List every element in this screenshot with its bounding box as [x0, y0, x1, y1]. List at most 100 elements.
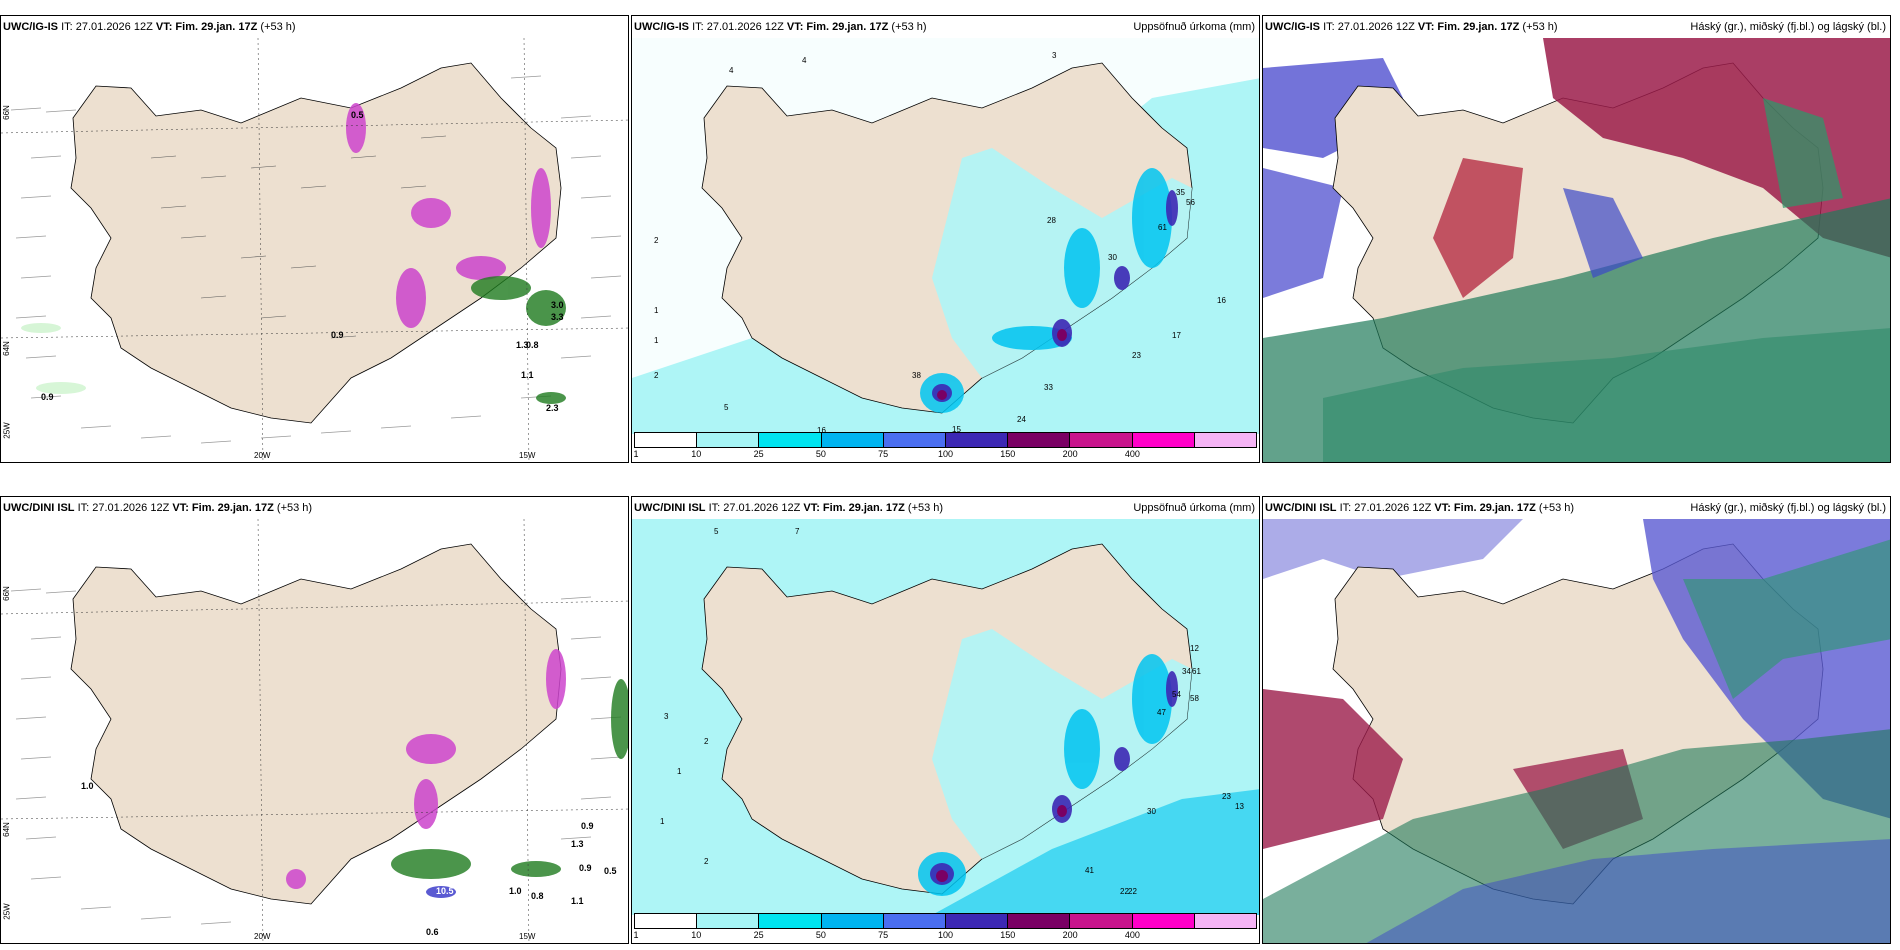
- iceland-landmass: [70, 62, 562, 424]
- iceland-landmass: [70, 543, 562, 905]
- lead-time: (+53 h): [891, 21, 927, 33]
- lon-label: 15W: [519, 451, 536, 460]
- colorbar-swatch: [759, 914, 822, 928]
- init-time: IT: 27.01.2026 12Z: [77, 502, 170, 514]
- precip-label: 38: [912, 371, 921, 380]
- lat-label: 64N: [1, 822, 11, 837]
- panel-wind-row1: UWC/IG-IS IT: 27.01.2026 12Z VT: Fim. 29…: [0, 15, 629, 463]
- precip-label: 16: [1217, 296, 1226, 305]
- colorbar-tick: 50: [815, 930, 826, 940]
- valid-time: VT: Fim. 29.jan. 17Z: [1434, 502, 1536, 514]
- colorbar-swatch: [946, 914, 1009, 928]
- lat-label: 66N: [1, 586, 11, 601]
- valid-time: VT: Fim. 29.jan. 17Z: [786, 21, 889, 33]
- wind-label: 10.5: [436, 886, 454, 896]
- precip-title: Uppsöfnuð úrkoma (mm): [1133, 502, 1255, 514]
- precip-label: 2: [704, 737, 709, 746]
- wind-label: 0.8: [531, 891, 544, 901]
- precip-label: 35: [1176, 188, 1185, 197]
- wind-label: 1.1: [521, 370, 534, 380]
- colorbar-tick: 1: [633, 449, 639, 459]
- colorbar-swatch: [697, 433, 760, 447]
- precip-label: 15: [952, 425, 961, 434]
- wind-label: 1.3: [516, 340, 529, 350]
- precip-label: 4: [729, 66, 734, 75]
- wind-label: 0.5: [351, 110, 364, 120]
- panel-cloud-row2: UWC/DINI ISL IT: 27.01.2026 12Z VT: Fim.…: [1262, 496, 1891, 944]
- colorbar-swatch: [1194, 914, 1257, 928]
- precip-colorbar: 1 10 25 50 75 100 150 200 400: [633, 432, 1257, 460]
- lon-label: 20W: [254, 932, 271, 941]
- wind-label: 0.9: [41, 392, 54, 402]
- colorbar-tick: 10: [691, 930, 702, 940]
- precip-label: 58: [1190, 694, 1199, 703]
- precip-label: 23: [1132, 351, 1141, 360]
- precip-label: 1: [677, 767, 682, 776]
- cloud-title: Háský (gr.), miðský (fj.bl.) og lágský (…: [1690, 21, 1886, 33]
- model-name: UWC/DINI ISL: [3, 502, 75, 514]
- wind-label: 0.6: [426, 927, 439, 937]
- wind-label: 1.3: [571, 839, 584, 849]
- colorbar-tick: 75: [878, 930, 889, 940]
- precip-label: 30: [1108, 253, 1117, 262]
- model-name: UWC/DINI ISL: [634, 502, 706, 514]
- wind-label: 0.5: [604, 866, 617, 876]
- panel-header: UWC/IG-IS IT: 27.01.2026 12Z VT: Fim. 29…: [1263, 16, 1890, 38]
- wind-label: 3.3: [551, 312, 564, 322]
- colorbar-swatch: [1132, 433, 1195, 447]
- precip-title: Uppsöfnuð úrkoma (mm): [1133, 21, 1255, 33]
- precip-label: 33: [1044, 383, 1053, 392]
- colorbar-swatch: [1070, 914, 1133, 928]
- precip-label: 22: [1120, 887, 1129, 896]
- colorbar-swatch: [1070, 433, 1133, 447]
- precip-label: 28: [1047, 216, 1056, 225]
- colorbar-tick: 100: [937, 449, 954, 459]
- init-time: IT: 27.01.2026 12Z: [692, 21, 784, 33]
- colorbar-tick: 200: [1062, 449, 1078, 459]
- precip-label: 3: [664, 712, 669, 721]
- wind-label: 1.1: [571, 896, 584, 906]
- panel-header: UWC/IG-IS IT: 27.01.2026 12Z VT: Fim. 29…: [632, 16, 1259, 38]
- precip-label: 1: [654, 306, 659, 315]
- init-time: IT: 27.01.2026 12Z: [61, 21, 153, 33]
- colorbar-swatches: [634, 432, 1257, 448]
- model-name: UWC/IG-IS: [1265, 21, 1320, 33]
- panel-header: UWC/DINI ISL IT: 27.01.2026 12Z VT: Fim.…: [1, 497, 628, 519]
- colorbar-swatch: [1008, 914, 1071, 928]
- colorbar-swatch: [697, 914, 760, 928]
- precip-label: 61: [1158, 223, 1167, 232]
- colorbar-swatch: [635, 914, 698, 928]
- wind-label: 0.9: [579, 863, 592, 873]
- colorbar-swatch: [635, 433, 698, 447]
- lon-label: 20W: [254, 451, 271, 460]
- precip-label: 1: [660, 817, 665, 826]
- precip-label: 16: [817, 426, 826, 434]
- colorbar-swatch: [883, 914, 947, 928]
- precip-map: 4 4 3 2 1 1 2 16 5 15 18 38 28 33 24 23 …: [632, 38, 1259, 434]
- precip-label: 7: [795, 527, 800, 536]
- init-time: IT: 27.01.2026 12Z: [1339, 502, 1432, 514]
- colorbar-tick: 50: [815, 449, 826, 459]
- precip-label: 4: [802, 56, 807, 65]
- valid-time: VT: Fim. 29.jan. 17Z: [155, 21, 258, 33]
- panel-wind-row2: UWC/DINI ISL IT: 27.01.2026 12Z VT: Fim.…: [0, 496, 629, 944]
- wind-label: 2.3: [546, 403, 559, 413]
- colorbar-tick: 150: [1000, 930, 1016, 940]
- init-time: IT: 27.01.2026 12Z: [708, 502, 801, 514]
- init-time: IT: 27.01.2026 12Z: [1323, 21, 1415, 33]
- precip-label: 3: [1052, 51, 1057, 60]
- precip-label: 12: [1190, 644, 1199, 653]
- panel-precip-row1: UWC/IG-IS IT: 27.01.2026 12Z VT: Fim. 29…: [631, 15, 1260, 463]
- precip-colorbar: 1 10 25 50 75 100 150 200 400: [633, 913, 1257, 941]
- colorbar-swatch: [759, 433, 822, 447]
- wind-label: 0.9: [581, 821, 594, 831]
- colorbar-tick: 25: [753, 449, 764, 459]
- precip-label: 17: [1172, 331, 1181, 340]
- precip-map: 5 7 3 2 1 1 2 41 30 22 22 38 29 23 13 12…: [632, 519, 1259, 915]
- colorbar-swatch: [1194, 433, 1257, 447]
- lead-time: (+53 h): [260, 21, 296, 33]
- colorbar-tick: 25: [753, 930, 764, 940]
- colorbar-tick: 100: [937, 930, 954, 940]
- panel-header: UWC/IG-IS IT: 27.01.2026 12Z VT: Fim. 29…: [1, 16, 628, 38]
- precip-label: 5: [724, 403, 729, 412]
